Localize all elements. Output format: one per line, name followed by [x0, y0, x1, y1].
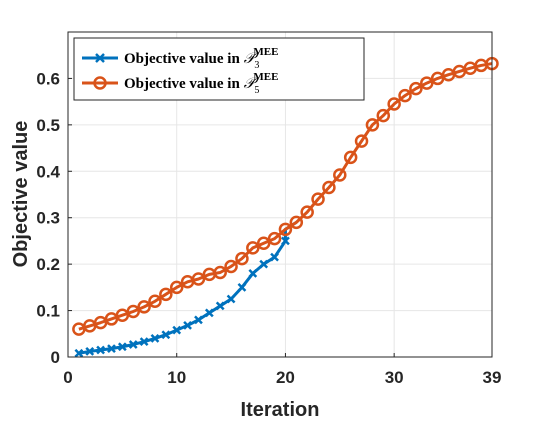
data-point	[204, 308, 214, 318]
legend-box	[73, 37, 365, 101]
y-tick-label: 0	[51, 348, 60, 367]
data-point	[354, 134, 369, 148]
data-point	[235, 251, 249, 266]
axis-ticks: 0 10 20 30 39 0 0.1 0.2 0.3 0.4 0.5 0.6	[36, 69, 501, 387]
data-point	[226, 294, 236, 304]
data-point	[278, 222, 293, 237]
data-point	[420, 76, 434, 90]
data-point	[161, 330, 171, 340]
series-layer	[72, 56, 499, 358]
y-axis-label: Objective value	[10, 121, 32, 268]
data-point	[343, 150, 358, 165]
plot-frame	[67, 31, 493, 358]
data-point	[215, 301, 225, 311]
data-point	[148, 294, 162, 309]
y-tick-label: 0.2	[36, 255, 60, 274]
data-point	[237, 282, 247, 292]
x-axis-label: Iteration	[241, 399, 320, 421]
data-point	[376, 108, 391, 123]
x-tick-label: 39	[483, 368, 502, 387]
legend-marker-p3	[95, 53, 105, 63]
series-p3	[74, 236, 290, 358]
x-tick-label: 20	[276, 368, 295, 387]
legend: Objective value in 𝒫3MEE Objective value…	[73, 37, 365, 101]
data-point	[159, 287, 173, 302]
data-point	[270, 252, 279, 262]
data-point	[150, 334, 160, 343]
data-point	[191, 272, 206, 286]
data-point	[85, 347, 95, 356]
data-point	[398, 88, 412, 103]
y-tick-label: 0.6	[36, 69, 60, 88]
data-point	[183, 321, 192, 330]
data-point	[137, 300, 151, 314]
data-point	[267, 231, 282, 246]
legend-label-p5: Objective value in 𝒫5MEE	[124, 71, 278, 96]
series-line	[78, 62, 493, 331]
data-point	[256, 236, 271, 250]
x-tick-label: 10	[167, 368, 186, 387]
data-point	[259, 259, 269, 269]
data-point	[281, 236, 290, 246]
data-point	[213, 265, 227, 280]
data-point	[194, 315, 203, 325]
data-point	[128, 340, 138, 349]
data-point	[333, 168, 347, 182]
data-point	[365, 118, 380, 132]
data-point	[300, 205, 314, 219]
data-point	[289, 215, 304, 230]
data-point	[322, 180, 336, 195]
series-p5	[72, 56, 499, 336]
y-tick-label: 0.1	[36, 302, 60, 321]
data-point	[74, 348, 84, 358]
data-point	[248, 269, 258, 278]
data-point	[224, 259, 238, 274]
data-point	[172, 325, 182, 335]
y-tick-label: 0.5	[36, 116, 60, 135]
data-point	[107, 344, 116, 354]
y-tick-label: 0.4	[36, 162, 60, 181]
legend-label-p3: Objective value in 𝒫3MEE	[124, 46, 278, 71]
data-point	[117, 342, 127, 352]
legend-marker-p5	[93, 76, 107, 90]
data-point	[169, 280, 184, 295]
data-point	[387, 97, 401, 111]
data-point	[311, 192, 325, 206]
data-point	[126, 304, 140, 319]
data-point	[96, 345, 105, 355]
y-tick-label: 0.3	[36, 209, 60, 228]
x-tick-label: 0	[63, 368, 72, 387]
data-point	[246, 241, 260, 255]
x-tick-label: 30	[385, 368, 404, 387]
data-point	[139, 337, 149, 347]
data-point	[409, 81, 423, 96]
